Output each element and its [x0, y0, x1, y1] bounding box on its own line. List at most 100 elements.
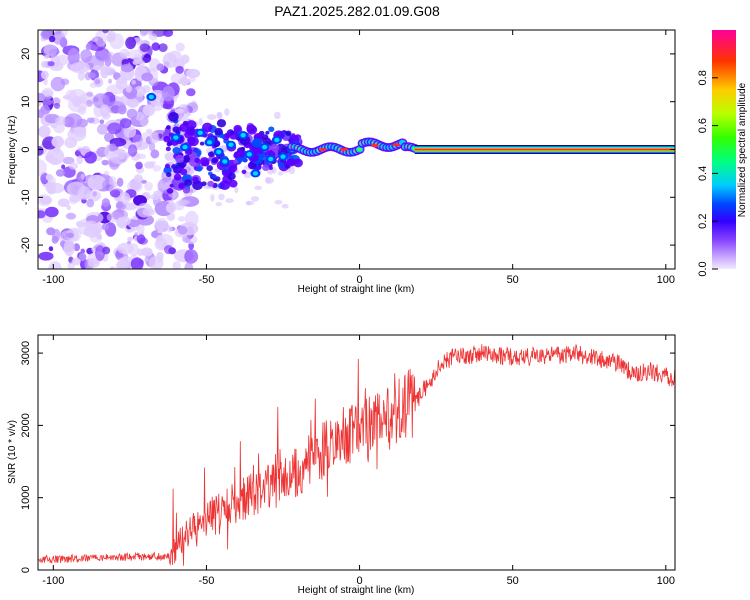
signal-peak	[240, 132, 246, 138]
signal-blob	[164, 163, 171, 169]
noise-blob	[60, 78, 70, 86]
bottom-x-axis: -100 -50 0 50 100	[42, 335, 675, 587]
signal-blob	[241, 169, 247, 174]
signal-blob	[207, 180, 215, 187]
signal-blob	[265, 130, 270, 135]
noise-blob	[142, 104, 155, 117]
noise-blob	[109, 143, 117, 152]
noise-blob	[172, 261, 181, 269]
signal-peak	[252, 171, 259, 176]
signal-blob	[172, 126, 180, 133]
noise-blob	[66, 181, 86, 197]
bottom-x-tick-label: 0	[357, 575, 363, 587]
top-x-tick-label: 50	[507, 274, 519, 286]
noise-blob	[38, 210, 46, 219]
noise-blob	[157, 229, 164, 234]
noise-blob	[115, 76, 128, 90]
colorbar-tick-label: 0.0	[697, 261, 709, 276]
noise-blob	[71, 257, 81, 266]
signal-peak	[246, 152, 252, 157]
noise-blob	[139, 115, 149, 127]
signal-peak	[148, 94, 154, 100]
noise-blob	[63, 239, 75, 257]
noise-blob	[47, 61, 55, 67]
signal-blob	[207, 151, 214, 157]
noise-blob	[89, 232, 103, 243]
noise-blob	[69, 196, 78, 205]
noise-blob	[57, 198, 70, 207]
signal-blob	[184, 130, 194, 139]
noise-blob	[38, 109, 45, 119]
noise-blob	[186, 88, 196, 97]
top-y-tick-label: -10	[20, 189, 32, 205]
noise-blob	[38, 92, 46, 103]
noise-blob	[108, 78, 113, 84]
noise-blob	[245, 200, 252, 206]
noise-blob	[210, 194, 215, 202]
signal-blob	[221, 169, 231, 177]
signal-blob	[277, 162, 284, 168]
noise-blob	[39, 196, 52, 205]
signal-blob	[236, 157, 243, 164]
noise-blob	[115, 261, 126, 269]
signal-blob	[182, 187, 191, 194]
bottom-y-tick-label: 2000	[20, 413, 32, 437]
top-y-tick-label: -20	[20, 237, 32, 253]
noise-blob	[153, 190, 162, 196]
colorbar-ticks: 0.0 0.2 0.4 0.6 0.8	[697, 70, 718, 277]
top-y-tick-label: 10	[20, 96, 32, 108]
signal-blob	[216, 119, 227, 128]
noise-blob	[127, 144, 138, 157]
signal-blob	[165, 146, 171, 152]
noise-blob	[107, 30, 117, 42]
noise-blob	[127, 236, 133, 242]
noise-blob	[265, 177, 275, 184]
spectrogram-heatmap	[38, 30, 675, 269]
noise-blob	[148, 33, 158, 41]
noise-blob	[57, 54, 69, 66]
noise-blob	[102, 30, 109, 34]
noise-blob	[234, 186, 239, 194]
signal-blob	[285, 130, 292, 136]
signal-blob	[214, 127, 223, 136]
noise-blob	[164, 152, 175, 161]
signal-blob	[199, 157, 210, 166]
colorbar-tick-label: 0.4	[697, 166, 709, 181]
noise-blob	[117, 242, 134, 255]
noise-blob	[254, 185, 262, 191]
noise-blob	[180, 54, 190, 64]
signal-blob	[293, 158, 303, 168]
noise-blob	[99, 104, 110, 118]
noise-blob	[46, 148, 65, 165]
noise-blob	[154, 217, 169, 230]
noise-blob	[87, 174, 106, 191]
noise-blob	[78, 252, 87, 262]
noise-blob	[146, 128, 153, 134]
noise-blob	[87, 72, 96, 79]
top-x-tick-label: 100	[657, 274, 675, 286]
signal-blob	[199, 141, 205, 146]
signal-blob	[262, 134, 269, 140]
top-x-axis-title: Height of straight line (km)	[298, 284, 415, 295]
noise-blob	[86, 117, 95, 124]
signal-blob	[241, 157, 248, 163]
streak-core	[357, 147, 362, 152]
noise-blob	[109, 266, 116, 269]
noise-blob	[75, 220, 85, 228]
noise-blob	[46, 181, 57, 195]
streak-peak	[340, 147, 349, 152]
signal-peak	[280, 154, 286, 159]
signal-blob	[246, 124, 256, 133]
colorbar-tick-label: 0.8	[697, 70, 709, 85]
carrier-line-band-5	[414, 148, 675, 151]
signal-blob	[224, 132, 231, 138]
bottom-y-axis-title: SNR (10 * v/v)	[7, 420, 18, 484]
noise-blob	[123, 125, 137, 138]
noise-blob	[44, 206, 59, 218]
noise-blob	[135, 161, 143, 170]
noise-blob	[53, 102, 61, 109]
noise-blob	[215, 202, 223, 207]
noise-blob	[92, 64, 102, 71]
noise-blob	[115, 200, 124, 209]
